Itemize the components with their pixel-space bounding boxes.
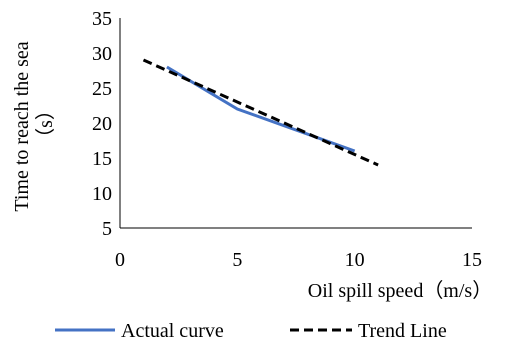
y-tick-label: 25: [92, 78, 112, 100]
legend: Actual curve Trend Line: [55, 320, 447, 342]
y-tick-labels: 5 10 15 20 25 30 35: [92, 8, 112, 240]
y-tick-label: 20: [92, 113, 112, 135]
x-tick-label: 10: [345, 249, 365, 271]
y-tick-label: 15: [92, 148, 112, 170]
y-axis-title-line-2: （s）: [34, 100, 57, 148]
series-line-actual-curve: [166, 65, 356, 153]
y-axis-title-line-1: Time to reach the sea: [11, 41, 33, 211]
y-tick-label: 30: [92, 43, 112, 65]
legend-label-actual-curve: Actual curve: [121, 320, 224, 342]
x-tick-labels: 0 5 10 15: [115, 249, 482, 271]
series-line-trend-line: [142, 58, 379, 167]
x-tick-label: 5: [232, 249, 242, 271]
y-axis-title: Time to reach the sea （s）: [11, 36, 57, 211]
series-layer: [142, 58, 379, 167]
x-axis-title: Oil spill speed（m/s）: [308, 279, 492, 302]
y-tick-label: 10: [92, 183, 112, 205]
x-tick-label: 0: [115, 249, 125, 271]
legend-label-trend-line: Trend Line: [358, 320, 447, 342]
y-tick-label: 35: [92, 8, 112, 30]
y-tick-label: 5: [102, 218, 112, 240]
x-tick-label: 15: [462, 249, 482, 271]
